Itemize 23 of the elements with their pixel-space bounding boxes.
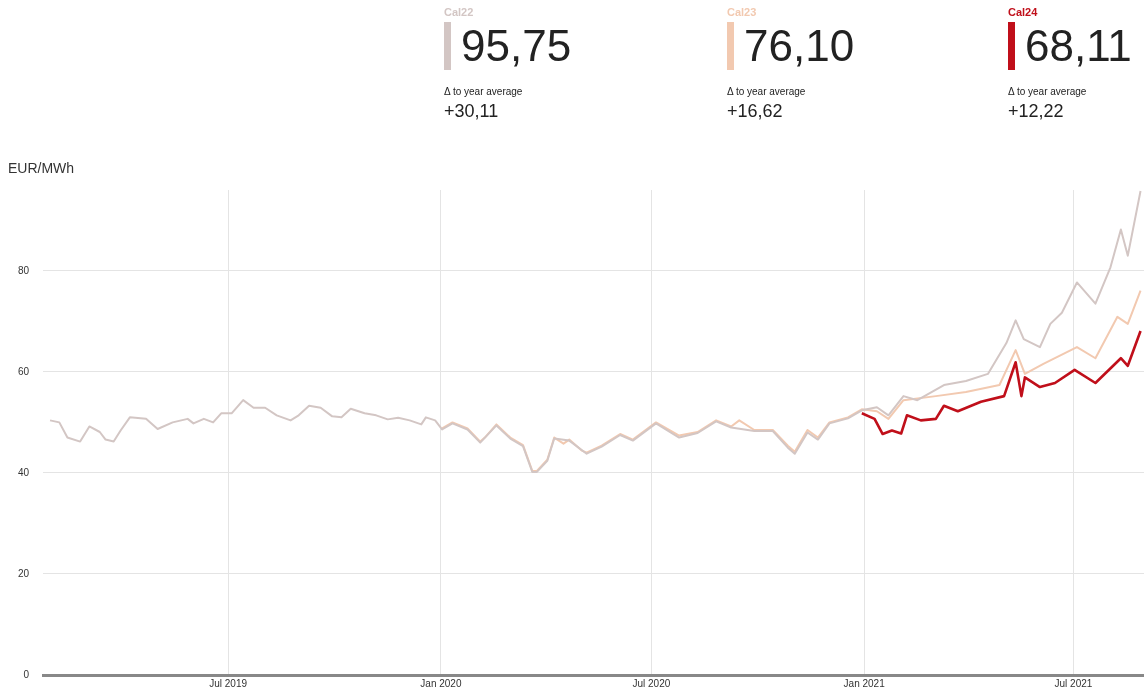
y-tick-label: 0 [23,668,30,680]
x-tick-label: Jul 2021 [1054,677,1093,689]
y-tick-label: 20 [18,567,30,579]
y-tick-label: 80 [18,264,30,276]
text: Cal22 [444,6,475,18]
x-tick-label: Jul 2020 [632,677,671,689]
text: Cal24 [1008,6,1039,18]
text: +12,22 [1008,101,1065,122]
y-tick-label: 60 [18,365,30,377]
text: Cal23 [727,6,758,18]
text: Δ to year average [1008,86,1088,97]
text: Δ to year average [727,86,807,97]
text: +30,11 [444,101,500,122]
text: +16,62 [727,101,784,122]
x-tick-label: Jan 2021 [843,677,886,689]
text: 68,11 [1025,21,1132,70]
x-tick-label: Jan 2020 [420,677,462,689]
text: 76,10 [744,21,855,70]
y-axis-title: EUR/MWh [8,159,75,176]
x-tick-label: Jul 2019 [209,677,248,689]
text: 95,75 [461,21,572,70]
y-tick-label: 40 [18,466,30,478]
text: Δ to year average [444,86,524,97]
